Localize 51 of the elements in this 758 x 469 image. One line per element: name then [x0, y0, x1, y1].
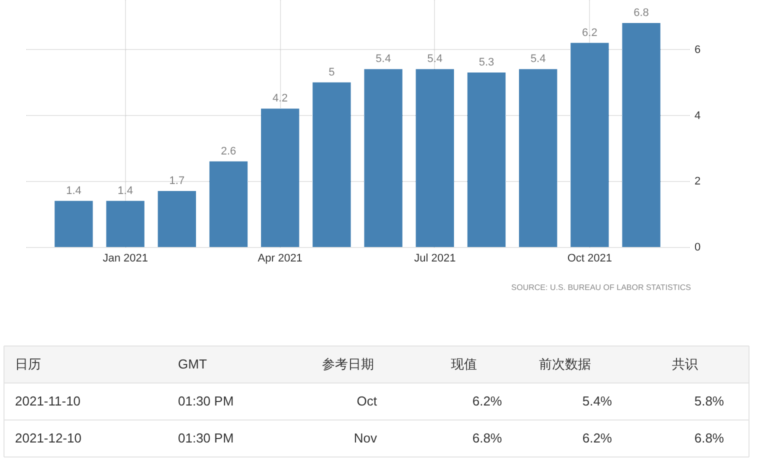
y-tick-label: 2: [694, 176, 701, 188]
data-label: 6.8: [634, 7, 649, 20]
text: 6.2%: [582, 430, 612, 446]
bar: [261, 108, 300, 247]
data-label: 1.4: [118, 184, 133, 197]
category-label: 参考日期: [322, 356, 374, 372]
data-label: 5.4: [376, 53, 391, 66]
bar: [312, 82, 351, 247]
category-label: 现值: [451, 356, 477, 372]
text: Oct: [356, 394, 377, 408]
bar: [570, 42, 609, 247]
bar: [209, 161, 248, 247]
y-tick-label: 6: [694, 44, 701, 56]
text: 01:30 PM: [178, 394, 234, 408]
data-label: 5.4: [427, 53, 443, 66]
data-label: 6.2: [582, 26, 598, 39]
y-tick-label: 0: [694, 242, 701, 254]
category-label: 共识: [672, 356, 698, 372]
bar: [158, 191, 196, 247]
text: 6.8%: [694, 430, 724, 446]
data-label: 4.2: [272, 92, 288, 105]
category-label: 前次数据: [539, 356, 591, 372]
data-label: 2.6: [220, 145, 236, 158]
bar: [622, 23, 660, 247]
data-label: 5: [328, 66, 335, 78]
bar: [106, 200, 144, 247]
text: Nov: [354, 430, 377, 446]
text: 6.8%: [472, 430, 502, 446]
bar: [467, 72, 506, 247]
bar: [518, 69, 558, 247]
bar: [416, 69, 454, 247]
x-tick-label: Jul 2021: [414, 252, 456, 264]
bar: [364, 69, 402, 247]
data-label: 1.7: [169, 175, 185, 188]
data-label: 1.4: [66, 184, 82, 197]
text: 6.2%: [472, 394, 502, 408]
source-note: SOURCE: U.S. BUREAU OF LABOR STATISTICS: [511, 283, 691, 292]
data-label: 5.3: [478, 56, 494, 68]
category-label: GMT: [178, 356, 207, 372]
text: 2021-12-10: [15, 430, 82, 446]
x-tick-label: Jan 2021: [102, 252, 148, 264]
x-tick-label: Apr 2021: [258, 252, 302, 264]
text: 5.8%: [694, 394, 724, 408]
y-tick-label: 4: [694, 110, 701, 122]
data-label: 5.4: [530, 53, 546, 66]
text: 5.4%: [582, 394, 612, 408]
bar: [54, 200, 93, 247]
x-tick-label: Oct 2021: [567, 252, 612, 264]
text: 2021-11-10: [15, 394, 81, 408]
category-label: 日历: [15, 356, 41, 372]
text: 01:30 PM: [178, 430, 234, 446]
